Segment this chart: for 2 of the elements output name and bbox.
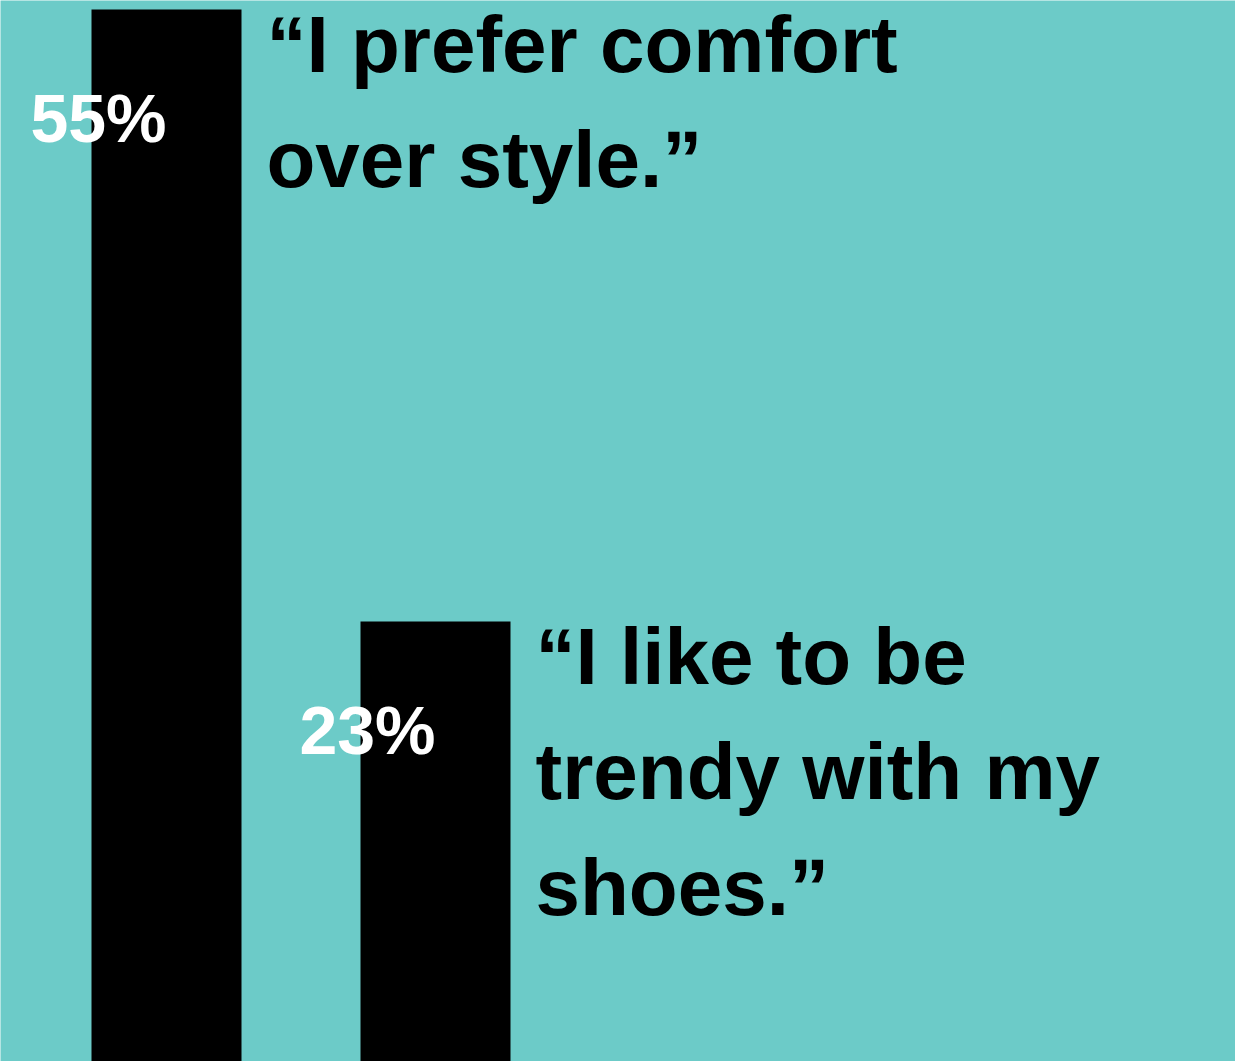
annotation: “I prefer comfort over style.” (266, 0, 898, 205)
annotation: “I like to be trendy with my shoes.” (535, 611, 1101, 932)
